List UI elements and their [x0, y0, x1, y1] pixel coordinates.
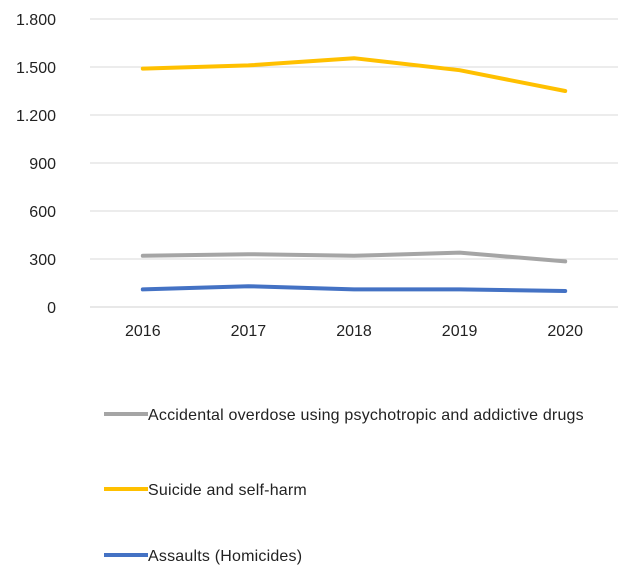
y-tick-label: 0 — [47, 300, 56, 317]
x-tick-label: 2018 — [336, 323, 372, 340]
legend-label-suicide: Suicide and self-harm — [148, 482, 307, 499]
y-tick-label: 1.500 — [16, 60, 56, 77]
legend-label-overdose: Accidental overdose using psychotropic a… — [148, 407, 584, 424]
x-tick-label: 2020 — [547, 323, 583, 340]
series-line-1 — [140, 56, 568, 93]
legend-item-overdose: Accidental overdose using psychotropic a… — [104, 404, 588, 427]
legend-item-suicide: Suicide and self-harm — [104, 479, 588, 502]
y-tick-label: 300 — [29, 252, 56, 269]
legend-swatch-overdose — [104, 412, 148, 416]
series-line-2 — [140, 284, 568, 293]
y-tick-label: 1.200 — [16, 108, 56, 125]
y-tick-label: 600 — [29, 204, 56, 221]
y-tick-label: 1.800 — [16, 12, 56, 29]
y-axis-tick-labels: 0 300 600 900 1.200 1.500 1.800 — [16, 12, 56, 317]
x-tick-label: 2016 — [125, 323, 161, 340]
x-tick-label: 2017 — [231, 323, 267, 340]
x-axis-tick-labels: 2016 2017 2018 2019 2020 — [125, 323, 583, 340]
series-line-0 — [140, 250, 568, 264]
legend-label-assaults: Assaults (Homicides) — [148, 548, 303, 565]
legend-swatch-suicide — [104, 487, 148, 491]
legend-item-assaults: Assaults (Homicides) — [104, 545, 588, 568]
gridlines — [90, 18, 618, 308]
y-tick-label: 900 — [29, 156, 56, 173]
x-tick-label: 2019 — [442, 323, 478, 340]
legend-swatch-assaults — [104, 553, 148, 557]
series-lines — [140, 56, 568, 293]
